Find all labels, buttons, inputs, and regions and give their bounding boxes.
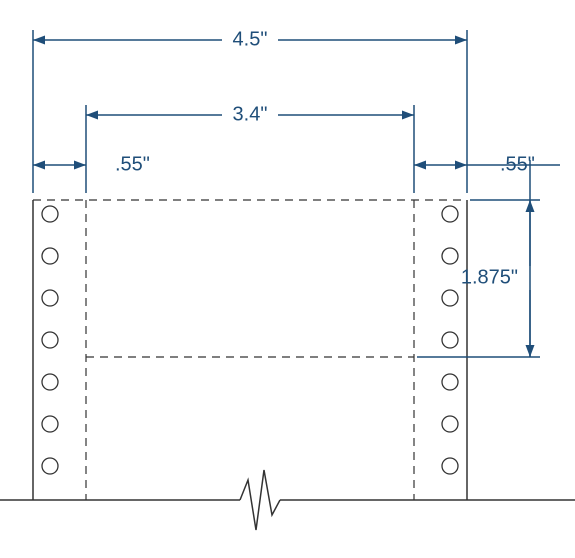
pinfeed-hole-right <box>442 458 458 474</box>
dim-overall-width: 4.5" <box>233 28 268 50</box>
pinfeed-hole-right <box>442 416 458 432</box>
pinfeed-hole-right <box>442 248 458 264</box>
pinfeed-hole-left <box>42 248 58 264</box>
dim-inner-width: 3.4" <box>233 103 268 125</box>
pinfeed-hole-left <box>42 290 58 306</box>
dim-height: 1.875" <box>461 266 518 288</box>
pinfeed-hole-right <box>442 206 458 222</box>
break-symbol <box>240 470 280 530</box>
pinfeed-hole-right <box>442 290 458 306</box>
pinfeed-hole-left <box>42 458 58 474</box>
pinfeed-label-diagram: 4.5"3.4".55".55"1.875" <box>0 0 575 558</box>
pinfeed-hole-left <box>42 332 58 348</box>
pinfeed-hole-right <box>442 332 458 348</box>
dim-left-margin: .55" <box>115 153 150 175</box>
pinfeed-hole-left <box>42 206 58 222</box>
pinfeed-hole-left <box>42 374 58 390</box>
pinfeed-hole-left <box>42 416 58 432</box>
pinfeed-hole-right <box>442 374 458 390</box>
